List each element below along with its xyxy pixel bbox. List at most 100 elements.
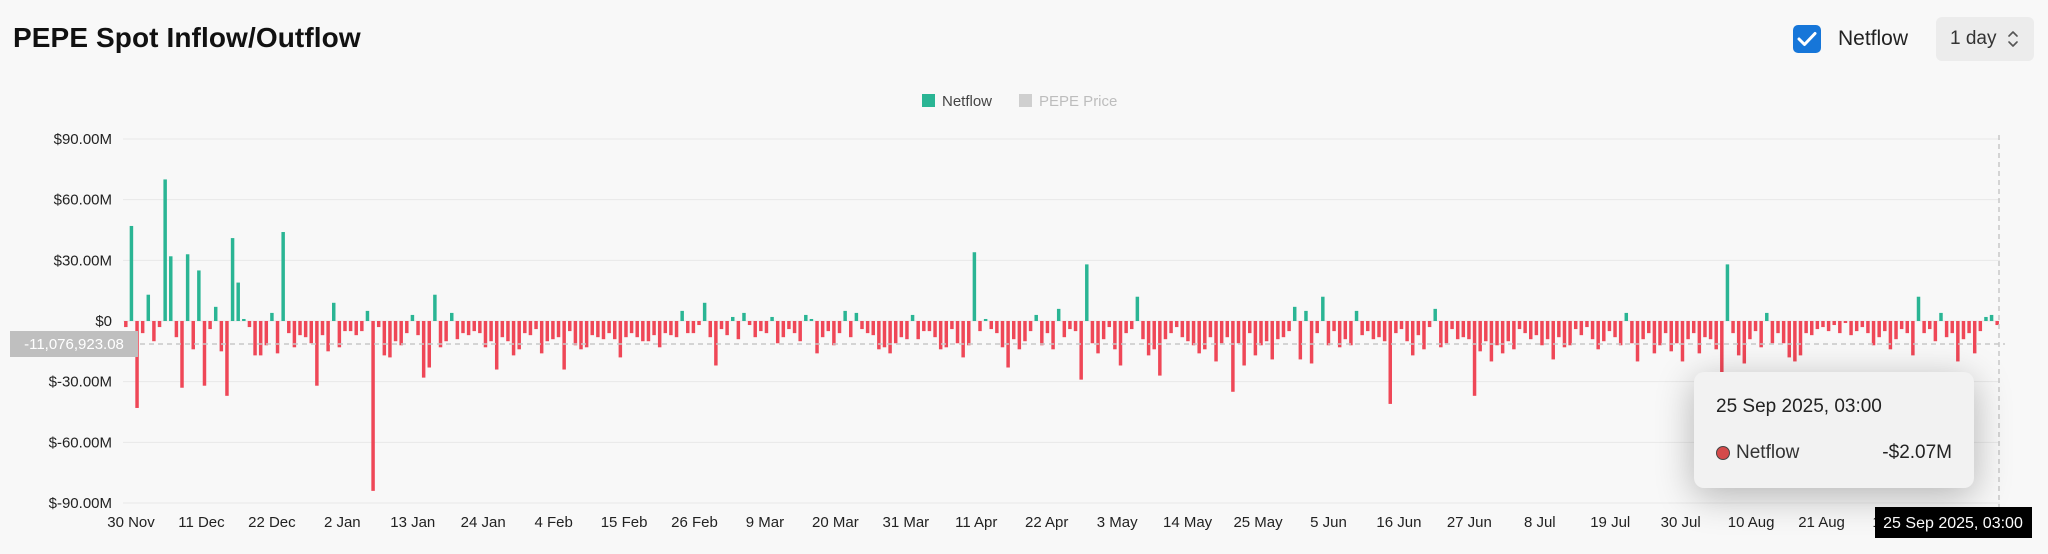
bar [1551, 321, 1555, 360]
x-tick-label: 25 May [1233, 514, 1283, 531]
bar [1354, 310, 1359, 321]
bar [1467, 321, 1471, 340]
bar [242, 318, 246, 321]
bar [714, 321, 718, 366]
bar [708, 321, 712, 338]
bar [1062, 321, 1067, 338]
bar [303, 321, 308, 338]
bar [1191, 321, 1196, 346]
y-tick-label: $60.00M [54, 192, 112, 209]
bar [680, 310, 684, 321]
bar [1573, 321, 1578, 330]
bar [719, 321, 724, 330]
bar [1472, 321, 1477, 396]
bar [444, 321, 448, 342]
y-tick-label: $30.00M [54, 252, 112, 269]
bar [1118, 321, 1123, 366]
bar [849, 321, 853, 338]
bar [1658, 321, 1662, 346]
bar [764, 321, 769, 334]
bar [236, 282, 240, 321]
bar [1332, 321, 1336, 332]
bar [1899, 321, 1904, 330]
bar [433, 294, 437, 321]
bar [697, 321, 701, 326]
x-tick-label: 22 Dec [248, 514, 296, 531]
bar [702, 302, 707, 321]
bar [511, 321, 516, 356]
bar [978, 321, 982, 332]
bar [1337, 321, 1342, 348]
bar [809, 318, 814, 321]
bar [1450, 321, 1454, 330]
bar [1765, 312, 1769, 321]
bar [1349, 321, 1353, 346]
bar [1956, 321, 1960, 362]
legend-item-netflow[interactable]: Netflow [922, 93, 992, 110]
x-tick-label: 14 May [1163, 514, 1213, 531]
netflow-checkbox[interactable] [1793, 25, 1821, 53]
bar [922, 321, 926, 332]
bar [1174, 321, 1179, 328]
checkmark-icon [1797, 32, 1817, 46]
bar [1270, 321, 1274, 360]
bar [804, 314, 808, 321]
bar [1416, 321, 1421, 336]
bar [1163, 321, 1168, 340]
bar [197, 270, 201, 321]
bar [371, 321, 375, 491]
bar [1484, 321, 1488, 342]
bar [663, 321, 668, 334]
bar [1433, 308, 1437, 321]
legend-item-price[interactable]: PEPE Price [1019, 93, 1117, 110]
bar [1023, 321, 1027, 342]
bar [1916, 296, 1921, 321]
bar [382, 321, 387, 356]
bar [1512, 321, 1516, 350]
chart-legend: Netflow PEPE Price [922, 93, 1117, 110]
bar [1579, 321, 1584, 336]
bar [500, 321, 505, 338]
bar [674, 321, 679, 338]
x-tick-label: 30 Jul [1661, 514, 1701, 531]
bar [1208, 321, 1213, 338]
bar [1444, 321, 1449, 344]
x-tick-label: 15 Feb [601, 514, 648, 531]
bar [1399, 321, 1404, 330]
legend-label-netflow: Netflow [942, 93, 992, 110]
crosshair-x-label-box [1875, 507, 2032, 538]
bar [1158, 321, 1162, 376]
bar [1725, 264, 1730, 321]
bar [1073, 321, 1078, 332]
bar [995, 321, 999, 334]
interval-select[interactable]: 1 day [1936, 17, 2034, 61]
bar [1961, 321, 1966, 340]
bar [1000, 321, 1005, 348]
bar [1647, 321, 1651, 334]
bar [1748, 321, 1752, 340]
x-tick-label: 16 Jun [1376, 514, 1421, 531]
bar [1770, 321, 1775, 344]
bar [483, 321, 488, 348]
bar [1995, 321, 1999, 326]
bar [230, 238, 235, 321]
bar [528, 321, 533, 336]
bar [1686, 321, 1690, 340]
bar [202, 321, 207, 386]
bar [641, 321, 645, 342]
bar [950, 321, 954, 330]
bar [1500, 321, 1505, 354]
x-tick-label: 13 Jan [390, 514, 435, 531]
bar [1309, 321, 1314, 364]
bar [1186, 321, 1190, 342]
bar [1141, 321, 1145, 340]
bar [877, 321, 881, 350]
bar [1366, 321, 1370, 332]
bar [1214, 321, 1218, 362]
bar [983, 318, 988, 321]
bar [1742, 321, 1747, 364]
netflow-toggle[interactable]: Netflow [1793, 23, 1908, 55]
bar [837, 321, 842, 334]
bar [1675, 321, 1679, 344]
bar [899, 321, 904, 338]
